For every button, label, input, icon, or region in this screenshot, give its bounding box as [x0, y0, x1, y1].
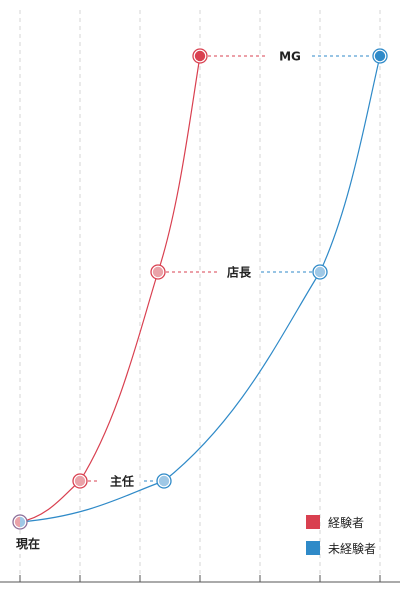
level-labels: 主任 店長 MG	[110, 50, 301, 489]
legend-swatch	[306, 515, 320, 529]
legend-swatch	[306, 541, 320, 555]
legend-label: 未経験者	[328, 541, 376, 556]
level-label: MG	[279, 50, 301, 64]
data-point	[74, 475, 86, 487]
level-label: 店長	[227, 265, 252, 280]
legend-label: 経験者	[328, 515, 364, 530]
level-connectors	[88, 55, 372, 482]
data-point	[194, 50, 206, 62]
start-label: 現在	[16, 536, 40, 551]
level-label: 主任	[110, 474, 134, 489]
series-points	[72, 48, 388, 489]
data-point	[152, 266, 164, 278]
series-curve	[19, 55, 381, 523]
x-axis-ticks	[19, 575, 381, 582]
series-curve	[19, 55, 201, 523]
grid-lines	[19, 10, 381, 582]
start-point-right	[20, 516, 26, 528]
start-marker: 現在	[12, 514, 40, 551]
series-curves	[19, 55, 381, 523]
start-point-left	[14, 516, 20, 528]
data-point	[314, 266, 326, 278]
data-point	[158, 475, 170, 487]
data-point	[374, 50, 386, 62]
